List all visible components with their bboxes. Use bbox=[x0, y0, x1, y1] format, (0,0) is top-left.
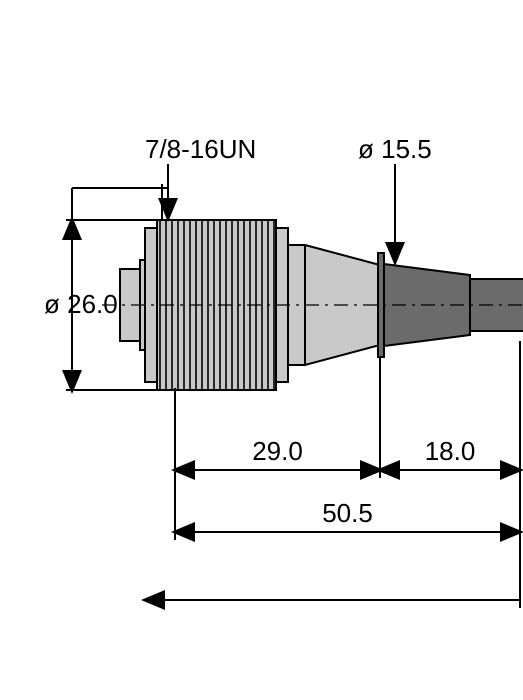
label-len1: 29.0 bbox=[252, 436, 303, 466]
label-thread: 7/8-16UN bbox=[145, 134, 256, 164]
label-diameter1: ø 26.0 bbox=[44, 289, 118, 319]
label-len2: 18.0 bbox=[425, 436, 476, 466]
label-diameter2: ø 15.5 bbox=[358, 134, 432, 164]
technical-drawing: 7/8-16UN ø 15.5 ø 26.0 29.0 18.0 50.5 bbox=[0, 0, 523, 700]
label-len-total: 50.5 bbox=[322, 498, 373, 528]
